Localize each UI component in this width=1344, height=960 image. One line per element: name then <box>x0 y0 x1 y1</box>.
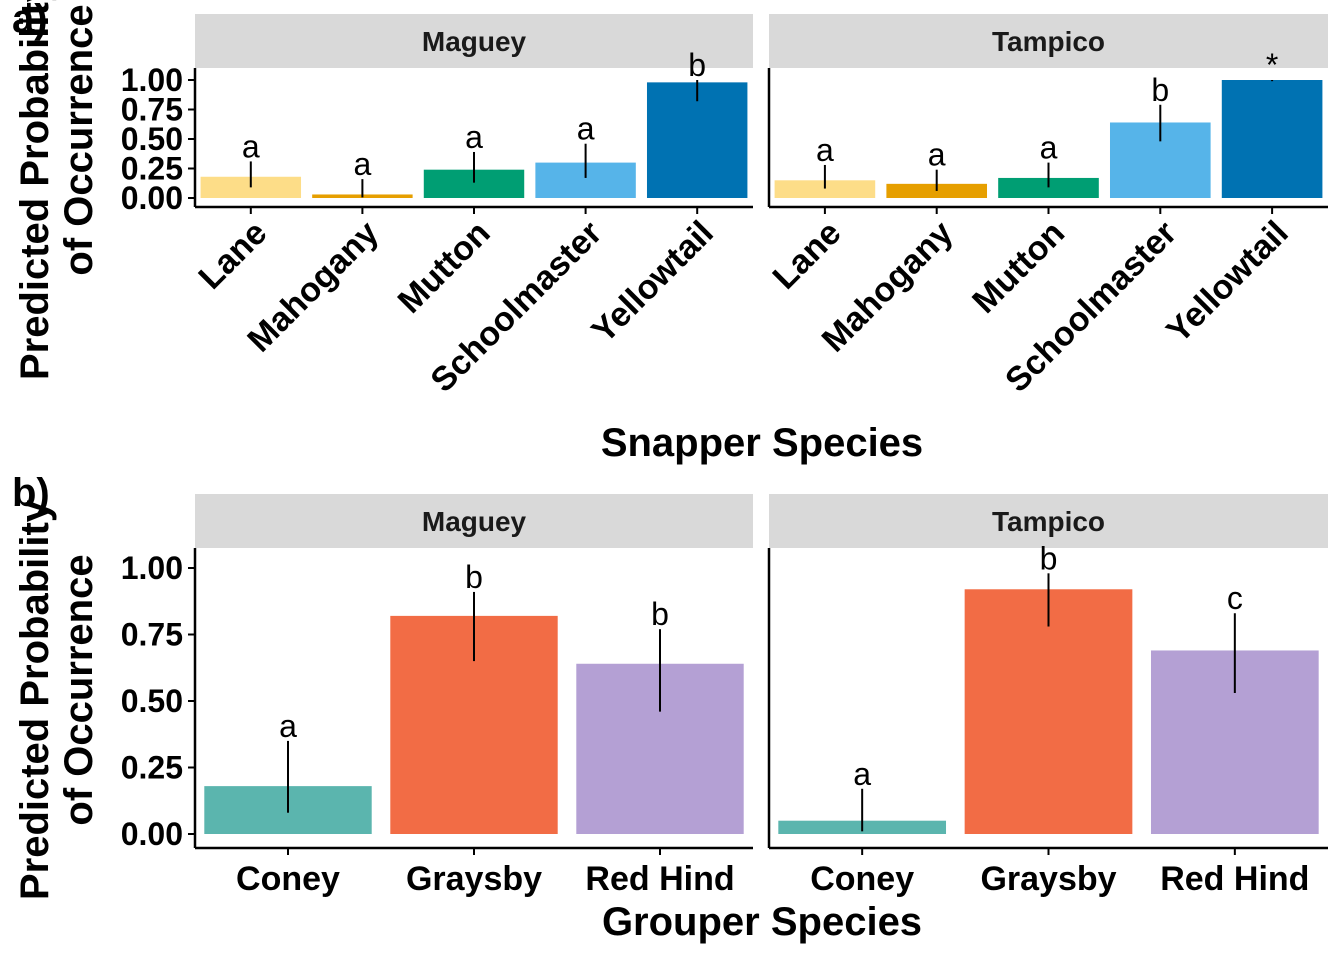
facet-strip-label: Tampico <box>992 26 1105 57</box>
bar-lane <box>774 180 876 198</box>
bar-mutton <box>998 177 1099 198</box>
significance-label: * <box>1266 47 1278 83</box>
significance-label: a <box>853 756 871 792</box>
grouper-chart: b) Predicted Probability of Occurrence G… <box>12 471 1328 944</box>
bar-graysby <box>964 589 1133 834</box>
panel-tag-a: a) <box>12 0 48 41</box>
significance-label: c <box>1227 580 1243 616</box>
x-tick-label: Graysby <box>406 860 542 898</box>
y-tick-label: 0.50 <box>121 683 183 719</box>
significance-label: a <box>242 128 260 164</box>
facet-strip <box>769 14 1328 68</box>
y-tick-label: 1.00 <box>121 550 183 586</box>
x-tick-label: Red Hind <box>585 860 734 898</box>
x-tick-label: Graysby <box>980 860 1116 898</box>
y-tick-label: 1.00 <box>121 62 183 98</box>
significance-label: b <box>651 596 669 632</box>
y-axis-title-line2: of Occurrence <box>57 4 101 275</box>
x-tick-label: Coney <box>810 860 914 898</box>
y-tick-label: 0.50 <box>121 121 183 157</box>
significance-label: a <box>928 137 946 173</box>
y-tick-label: 0.00 <box>121 180 183 216</box>
x-tick-label: Mutton <box>965 214 1072 321</box>
y-tick-label: 0.25 <box>121 151 183 187</box>
significance-label: b <box>1040 540 1058 576</box>
significance-label: a <box>465 119 483 155</box>
x-tick-label: Coney <box>236 860 340 898</box>
y-tick-label: 0.00 <box>121 816 183 852</box>
facet-strip-label: Maguey <box>422 506 527 537</box>
y-axis-title-line2: of Occurrence <box>57 554 101 825</box>
facet-strip <box>195 14 753 68</box>
facet-strip <box>195 494 753 548</box>
x-axis-title: Snapper Species <box>601 421 923 465</box>
snapper-chart: a) Predicted Probability of Occurrence S… <box>12 0 1328 465</box>
significance-label: b <box>688 47 706 83</box>
facet-tampico: Tampico a Coney b Graysby c Red Hind <box>767 494 1328 898</box>
significance-label: b <box>465 559 483 595</box>
panel-tag-b: b) <box>12 471 50 515</box>
y-axis-title-line1: Predicted Probability <box>13 0 57 380</box>
bar-yellowtail <box>1221 80 1323 198</box>
bar-yellowtail <box>646 82 748 198</box>
facet-strip <box>769 494 1328 548</box>
x-tick-label: Yellowtail <box>1159 214 1295 350</box>
x-tick-label: Mutton <box>391 214 498 321</box>
y-tick-label: 0.75 <box>121 92 183 128</box>
x-axis-title: Grouper Species <box>602 900 922 944</box>
y-axis-title-line1: Predicted Probability <box>13 499 57 900</box>
x-tick-label: Lane <box>191 214 274 297</box>
significance-label: a <box>577 111 595 147</box>
significance-label: a <box>279 708 297 744</box>
facet-tampico: TampicoaLaneaMahoganyaMuttonbSchoolmaste… <box>766 14 1328 400</box>
y-tick-label: 0.75 <box>121 617 183 653</box>
significance-label: b <box>1151 72 1169 108</box>
x-tick-label: Lane <box>766 214 849 297</box>
significance-label: a <box>816 132 834 168</box>
facet-strip-label: Maguey <box>422 26 527 57</box>
facet-maguey: Maguey 0.00 0.25 0.50 0.75 1.00 a Coney b Graysby… <box>121 494 753 898</box>
facet-strip-label: Tampico <box>992 506 1105 537</box>
facet-maguey: Maguey0.000.250.500.751.00aLaneaMahogany… <box>121 14 753 400</box>
x-tick-label: Yellowtail <box>584 214 720 350</box>
y-tick-label: 0.25 <box>121 750 183 786</box>
significance-label: a <box>1040 130 1058 166</box>
x-tick-label: Red Hind <box>1160 860 1309 898</box>
significance-label: a <box>354 146 372 182</box>
